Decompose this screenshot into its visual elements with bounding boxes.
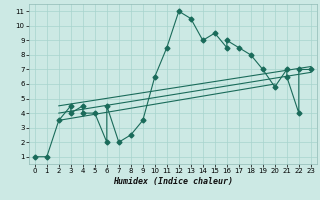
X-axis label: Humidex (Indice chaleur): Humidex (Indice chaleur) — [113, 177, 233, 186]
